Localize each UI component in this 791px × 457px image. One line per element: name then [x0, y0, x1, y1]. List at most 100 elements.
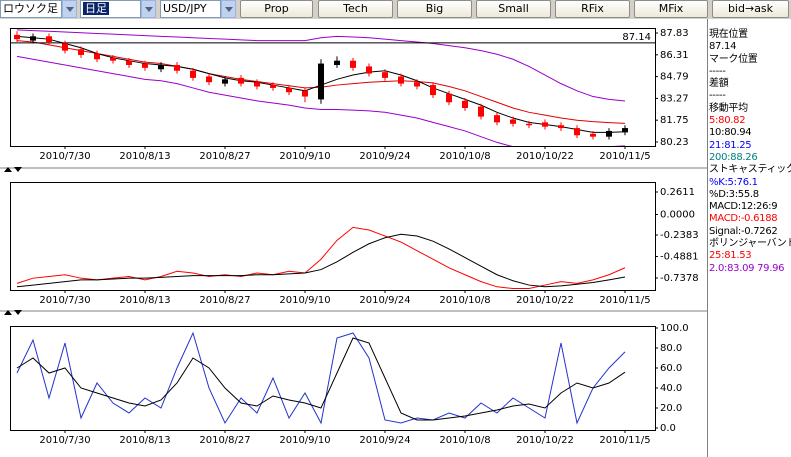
mfix-button[interactable]: MFix [634, 0, 708, 18]
x-tick-label: 2010/10/22 [516, 295, 574, 306]
info-line: 21:81.25 [709, 139, 752, 151]
info-line: 87.14 [709, 41, 737, 53]
candle-body [206, 76, 212, 83]
candle-body [302, 90, 308, 97]
info-line: ストキャスティックス [709, 164, 791, 176]
x-tick-label: 2010/9/10 [279, 151, 330, 162]
candle-body [254, 82, 260, 87]
pair-dropdown[interactable]: USD/JPY [160, 0, 221, 18]
x-tick-label: 2010/11/5 [599, 151, 650, 162]
info-line: 2.0:83.09 79.96 [709, 262, 785, 274]
candle-body [46, 36, 52, 43]
x-tick-label: 2010/7/30 [39, 151, 90, 162]
candle-body [606, 130, 612, 137]
rfix-button[interactable]: RFix [555, 0, 630, 18]
x-tick-label: 2010/9/10 [279, 295, 330, 306]
y-tick-label: 80.0 [660, 343, 682, 354]
x-tick-label: 2010/8/13 [119, 435, 170, 446]
candle-body [318, 63, 324, 100]
x-tick-label: 2010/10/22 [516, 151, 574, 162]
x-tick-label: 2010/8/27 [199, 295, 250, 306]
pane-arrow-down[interactable] [14, 310, 22, 315]
x-tick-label: 2010/8/27 [199, 151, 250, 162]
info-line: MACD:-0.6188 [709, 213, 778, 225]
candle-body [222, 79, 228, 84]
candle-body [622, 128, 628, 133]
candle-body [286, 87, 292, 93]
dropdown-text: USD/JPY [163, 2, 207, 15]
candle-body [542, 122, 548, 127]
line-series [16, 337, 626, 421]
plot-frame [10, 182, 656, 291]
candle-body [366, 66, 372, 74]
x-tick-label: 2010/10/8 [439, 435, 490, 446]
line-series [16, 55, 626, 146]
candle-body [558, 125, 564, 129]
candle-body [238, 77, 244, 84]
pane-arrow-down[interactable] [14, 167, 22, 172]
candle-body [94, 53, 100, 60]
y-tick-label: -0.4881 [660, 251, 699, 262]
y-tick-label: 40.0 [660, 383, 682, 394]
candle-body [110, 57, 116, 61]
pane-arrow-up[interactable] [4, 310, 12, 315]
dropdown-arrow[interactable] [62, 0, 77, 18]
candle-body [430, 85, 436, 96]
candle-body [334, 60, 340, 65]
y-tick-label: 20.0 [660, 403, 682, 414]
plot-frame [10, 326, 656, 431]
x-tick-label: 2010/9/24 [359, 151, 410, 162]
candle-body [174, 64, 180, 71]
current-price-label: 87.14 [622, 32, 651, 43]
info-line: 200:88.26 [709, 151, 758, 163]
info-line: %D:3:55.8 [709, 188, 759, 200]
candle-body [494, 115, 500, 123]
x-tick-label: 2010/8/27 [199, 435, 250, 446]
x-tick-label: 2010/10/8 [439, 151, 490, 162]
info-line: 10:80.94 [709, 127, 752, 139]
candle-body [14, 34, 20, 40]
candle-body [446, 93, 452, 103]
info-line: マーク位置 [709, 53, 758, 65]
y-tick-label: -0.7378 [660, 273, 699, 284]
plot [16, 331, 626, 425]
x-tick-label: 2010/10/8 [439, 295, 490, 306]
x-tick-label: 2010/11/5 [599, 295, 650, 306]
small-button[interactable]: Small [476, 0, 551, 18]
candle-body [126, 60, 132, 65]
big-button[interactable]: Big [397, 0, 472, 18]
candle-body [30, 36, 36, 41]
x-tick-label: 2010/11/5 [599, 435, 650, 446]
x-tick-label: 2010/8/13 [119, 151, 170, 162]
info-line: MACD:12:26:9 [709, 201, 778, 213]
tech-button[interactable]: Tech [318, 0, 393, 18]
candle-body [574, 128, 580, 136]
candle-body [142, 63, 148, 68]
bid-ask-button[interactable]: bid→ask [712, 0, 789, 18]
info-line: 現在位置 [709, 29, 748, 40]
candle-body [414, 82, 420, 87]
pane-arrow-up[interactable] [4, 167, 12, 172]
info-line: 5:80.82 [709, 115, 746, 127]
x-tick-label: 2010/7/30 [39, 295, 90, 306]
chart-type-dropdown[interactable]: ロウソク足 [0, 0, 62, 18]
x-tick-label: 2010/9/24 [359, 295, 410, 306]
y-tick-label: 0.0000 [660, 209, 695, 220]
dropdown-arrow[interactable] [221, 0, 236, 18]
info-line: 差額 [709, 78, 729, 90]
dropdown-arrow[interactable] [141, 0, 156, 18]
y-tick-label: 0.2611 [660, 187, 695, 198]
period-dropdown[interactable]: 日足 [80, 0, 141, 18]
prop-button[interactable]: Prop [240, 0, 313, 18]
info-line: 25:81.53 [709, 250, 752, 262]
candle-body [398, 76, 404, 84]
info-line: 移動平均 [709, 102, 748, 114]
candle-body [510, 119, 516, 124]
x-tick-label: 2010/10/22 [516, 435, 574, 446]
y-tick-label: 84.79 [660, 72, 689, 83]
y-tick-label: -0.2383 [660, 230, 699, 241]
y-tick-label: 87.83 [660, 28, 689, 39]
line-series [16, 226, 626, 290]
info-line: ----- [709, 90, 726, 102]
y-tick-label: 81.75 [660, 115, 689, 126]
